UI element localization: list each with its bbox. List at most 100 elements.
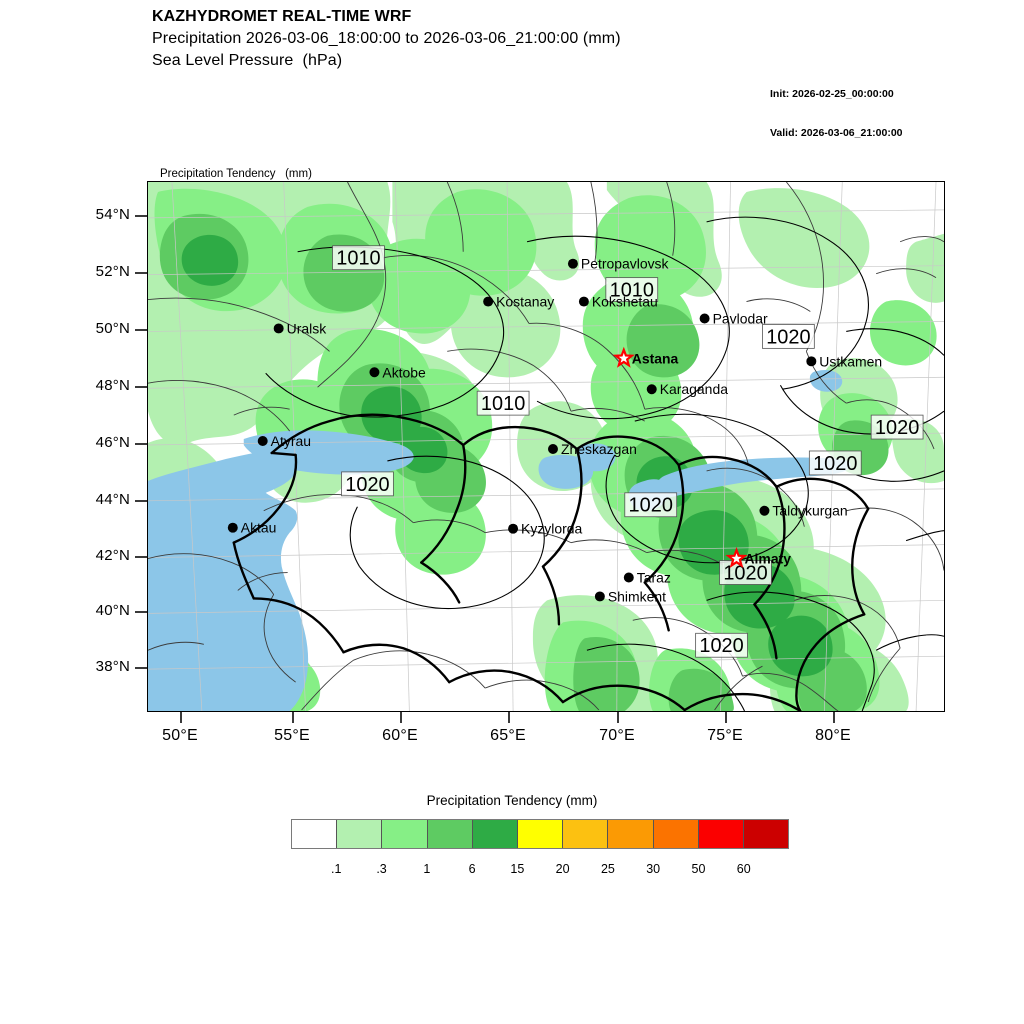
colorbar-swatch[interactable] (743, 820, 789, 848)
isobar-label: 1020 (762, 324, 815, 349)
colorbar[interactable] (291, 819, 789, 849)
city-label: Taldykurgan (772, 503, 847, 519)
city-dot-icon (578, 296, 589, 307)
y-axis-tick (135, 272, 147, 274)
isobar-label: 1010 (332, 245, 385, 271)
init-time: Init: 2026-02-25_00:00:00 (770, 88, 894, 100)
colorbar-title: Precipitation Tendency (mm) (426, 793, 598, 808)
svg-text:1010: 1010 (481, 393, 525, 415)
city-dot-icon (483, 296, 494, 307)
city-marker[interactable]: Uralsk (273, 320, 327, 336)
colorbar-tick: 25 (600, 862, 615, 876)
y-axis-tick (135, 667, 147, 669)
colorbar-swatch[interactable] (653, 820, 699, 848)
capital-city-marker[interactable]: Almaty (725, 546, 791, 568)
y-axis-label: 40°N (95, 602, 130, 619)
isobar-label: 1020 (870, 414, 924, 440)
colorbar-tick: 15 (510, 862, 525, 876)
colorbar-swatch[interactable] (698, 820, 744, 848)
city-label: Ustkamen (819, 353, 882, 369)
city-marker-group: Petropavlovsk Kostanay Kokshetau Pavlodar Ur… (227, 256, 882, 604)
x-axis-tick (292, 712, 294, 723)
y-axis-label: 52°N (95, 263, 130, 280)
city-dot-icon (227, 522, 238, 533)
city-marker[interactable]: Taraz (623, 569, 671, 585)
y-axis-label: 42°N (95, 547, 130, 564)
x-axis-tick (833, 712, 835, 723)
svg-text:1020: 1020 (875, 417, 919, 439)
x-axis-label: 55°E (274, 727, 310, 744)
city-marker[interactable]: Shimkent (594, 588, 666, 604)
city-label: Kokshetau (592, 294, 658, 310)
city-label: Taraz (637, 569, 671, 585)
colorbar-tick: 20 (555, 862, 570, 876)
city-marker[interactable]: Petropavlovsk (567, 256, 669, 272)
x-axis-tick (725, 712, 727, 723)
city-label: Aktau (241, 520, 277, 536)
weather-map[interactable]: 1010 1010 1020 1010 1020 1020 1020 1020 1020 1020… (147, 181, 945, 712)
isobar-label: 1020 (719, 560, 772, 585)
city-marker[interactable]: Karaganda (646, 381, 728, 397)
x-axis-label: 75°E (707, 727, 743, 744)
svg-text:1010: 1010 (610, 280, 654, 302)
city-marker[interactable]: Kyzylorda (508, 521, 583, 537)
colorbar-swatch[interactable] (472, 820, 518, 848)
city-dot-icon (699, 313, 710, 324)
administrative-borders-thin (148, 182, 944, 711)
city-dot-icon (567, 258, 578, 269)
x-axis-label: 50°E (162, 727, 198, 744)
city-dot-icon (594, 591, 605, 602)
colorbar-swatch[interactable] (427, 820, 473, 848)
city-label: Zheskazgan (561, 441, 637, 457)
city-label: Petropavlovsk (581, 256, 669, 272)
city-marker[interactable]: Atyrau (257, 433, 311, 449)
colorbar-tick: 60 (736, 862, 751, 876)
svg-text:1010: 1010 (336, 248, 380, 270)
isobar-label: 1020 (341, 471, 394, 497)
star-icon (612, 346, 635, 368)
city-label: Karaganda (660, 381, 728, 397)
city-marker[interactable]: Taldykurgan (759, 503, 848, 519)
colorbar-tick: 6 (468, 862, 476, 876)
x-axis-tick (180, 712, 182, 723)
svg-text:1020: 1020 (345, 474, 389, 496)
y-axis-label: 44°N (95, 491, 130, 508)
city-label: Atyrau (271, 433, 311, 449)
city-label: Kostanay (496, 294, 554, 310)
y-axis-tick (135, 443, 147, 445)
header-title-block: KAZHYDROMET REAL-TIME WRF Precipitation … (152, 6, 912, 72)
colorbar-swatch[interactable] (608, 820, 654, 848)
star-icon (725, 546, 748, 568)
y-axis-label: 50°N (95, 320, 130, 337)
city-label: Aktobe (382, 364, 426, 380)
graticule-lines (148, 182, 944, 711)
colorbar-swatch[interactable] (337, 820, 383, 848)
colorbar-swatch[interactable] (292, 820, 338, 848)
x-axis-label: 65°E (490, 727, 526, 744)
colorbar-swatch[interactable] (563, 820, 609, 848)
city-marker[interactable]: Aktau (227, 520, 277, 536)
colorbar-swatch[interactable] (382, 820, 428, 848)
city-marker[interactable]: Ustkamen (806, 353, 882, 369)
city-marker[interactable]: Pavlodar (699, 310, 768, 326)
colorbar-tick: .3 (376, 862, 387, 876)
isobar-label: 1010 (476, 390, 530, 416)
svg-text:1020: 1020 (629, 495, 673, 517)
city-label: Shimkent (608, 588, 666, 604)
city-marker[interactable]: Kokshetau (578, 294, 658, 310)
init-valid-block: Init: 2026-02-25_00:00:00 Valid: 2026-03… (770, 62, 903, 153)
capital-city-marker[interactable]: Astana (612, 346, 679, 368)
city-dot-icon (759, 505, 770, 516)
y-axis-tick (135, 500, 147, 502)
colorbar-tick-labels: .1 .3 1 6 15 20 25 30 50 60 (291, 862, 789, 882)
city-marker[interactable]: Kostanay (483, 294, 554, 310)
colorbar-swatch[interactable] (517, 820, 564, 848)
y-axis-tick (135, 329, 147, 331)
city-dot-icon (257, 436, 268, 447)
city-marker[interactable]: Zheskazgan (547, 441, 637, 457)
city-marker[interactable]: Aktobe (369, 364, 426, 380)
isobar-label: 1020 (624, 492, 678, 518)
city-label: Astana (632, 350, 679, 366)
page-title: KAZHYDROMET REAL-TIME WRF (152, 8, 412, 25)
x-axis-label: 80°E (815, 727, 851, 744)
